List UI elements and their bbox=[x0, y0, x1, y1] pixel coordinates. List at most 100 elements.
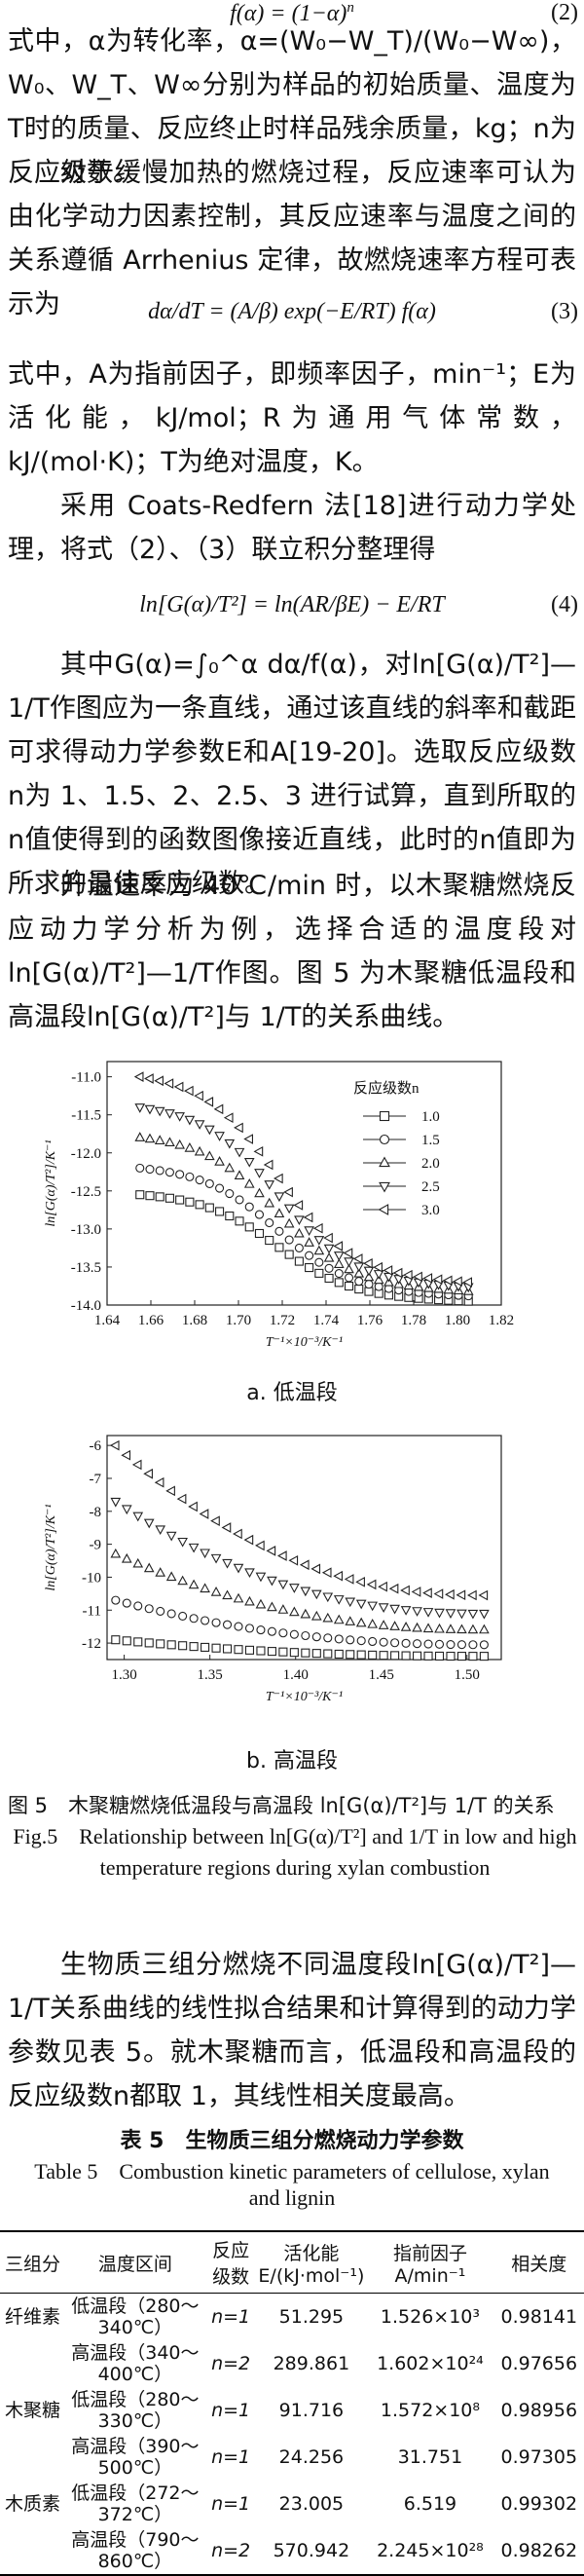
data-point bbox=[479, 1640, 489, 1650]
data-point bbox=[323, 1244, 335, 1254]
data-point bbox=[174, 1139, 185, 1149]
data-point bbox=[175, 1195, 185, 1205]
table-row: 木质素 低温段（272～372℃） n=1 23.005 6.519 0.99302 bbox=[0, 2481, 584, 2527]
legend-label: 2.0 bbox=[421, 1156, 440, 1172]
data-point bbox=[346, 1650, 355, 1660]
data-point bbox=[178, 1611, 188, 1621]
data-point bbox=[411, 1587, 421, 1597]
data-point bbox=[311, 1632, 321, 1642]
data-point bbox=[145, 1191, 155, 1201]
data-point bbox=[201, 1642, 210, 1652]
data-point bbox=[234, 1645, 243, 1655]
data-point bbox=[244, 1624, 255, 1633]
y-tick-label: -13.5 bbox=[71, 1260, 101, 1276]
paragraph-1: 式中，α为转化率，α=(W₀−W_T)/(W₀−W∞)，W₀、W_T、W∞分别为… bbox=[8, 26, 576, 188]
x-tick-label: 1.74 bbox=[313, 1313, 340, 1328]
data-point bbox=[304, 1226, 314, 1236]
header-reaction-order: 反应级数 bbox=[204, 2230, 257, 2294]
x-tick-label: 1.64 bbox=[94, 1313, 121, 1328]
data-point bbox=[204, 1178, 214, 1188]
data-point bbox=[200, 1549, 210, 1559]
cell-activation-energy: 24.256 bbox=[278, 2446, 345, 2468]
data-point bbox=[164, 1193, 174, 1203]
figure-caption-cn: 图 5 木聚糖燃烧低温段与高温段 ln[G(α)/T²]与 1/T 的关系 bbox=[8, 1794, 555, 1817]
x-tick-label: 1.66 bbox=[138, 1313, 164, 1328]
data-point bbox=[154, 1106, 165, 1117]
cell-activation-energy: 51.295 bbox=[278, 2306, 345, 2328]
data-point bbox=[165, 1571, 177, 1582]
paragraph-6: 升温速率为 40℃/min 时，以木聚糖燃烧反应动力学分析为例，选择合适的温度段… bbox=[8, 871, 576, 1032]
data-point bbox=[164, 1109, 175, 1119]
data-point bbox=[434, 1651, 445, 1661]
data-point bbox=[392, 1267, 403, 1279]
data-point bbox=[274, 1226, 284, 1236]
data-point bbox=[402, 1269, 413, 1281]
data-point bbox=[322, 1592, 334, 1603]
data-point bbox=[401, 1638, 411, 1648]
data-point bbox=[154, 1476, 164, 1488]
data-point bbox=[278, 1628, 288, 1638]
cell-reaction-order: n=1 bbox=[211, 2400, 251, 2421]
table-title-en: Table 5 Combustion kinetic parameters of… bbox=[34, 2159, 550, 2210]
data-point bbox=[423, 1639, 433, 1649]
data-point bbox=[256, 1625, 266, 1635]
equation-4-number: (4) bbox=[551, 592, 578, 617]
figure-caption: 图 5 木聚糖燃烧低温段与高温段 ln[G(α)/T²]与 1/T 的关系 Fi… bbox=[8, 1790, 582, 1884]
data-point bbox=[274, 1243, 284, 1252]
cell-temperature-range: 高温段（390～500℃） bbox=[71, 2436, 200, 2479]
data-point bbox=[121, 1505, 132, 1515]
data-point bbox=[378, 1603, 389, 1613]
data-point bbox=[204, 1125, 215, 1136]
data-point bbox=[334, 1634, 344, 1644]
data-point bbox=[323, 1649, 333, 1659]
data-point bbox=[321, 1567, 332, 1579]
data-point bbox=[165, 1485, 175, 1497]
data-point bbox=[345, 1616, 356, 1625]
data-point bbox=[255, 1598, 267, 1609]
cell-component: 纤维素 bbox=[4, 2306, 60, 2328]
data-point bbox=[145, 1164, 155, 1175]
data-point bbox=[135, 1163, 145, 1173]
data-point bbox=[214, 1156, 225, 1166]
data-point bbox=[314, 1257, 324, 1267]
x-axis-label: T⁻¹×10⁻³/K⁻¹ bbox=[266, 1335, 343, 1350]
data-point bbox=[132, 1512, 144, 1522]
data-point bbox=[383, 1265, 393, 1276]
data-point bbox=[345, 1597, 356, 1608]
data-point bbox=[244, 1595, 255, 1606]
data-point bbox=[313, 1236, 325, 1246]
data-point bbox=[273, 1173, 283, 1184]
data-point bbox=[264, 1180, 275, 1190]
data-point bbox=[389, 1604, 400, 1615]
data-point bbox=[155, 1166, 164, 1176]
series-3.0 bbox=[109, 1439, 489, 1601]
cell-temperature-range: 低温段（272～372℃） bbox=[71, 2483, 200, 2525]
data-point bbox=[274, 1208, 285, 1217]
data-point bbox=[479, 1624, 490, 1634]
x-tick-label: 1.82 bbox=[489, 1313, 514, 1328]
data-point bbox=[278, 1647, 288, 1657]
cell-activation-energy: 23.005 bbox=[278, 2493, 345, 2515]
data-point bbox=[453, 1276, 462, 1288]
data-point bbox=[211, 1618, 221, 1627]
data-point bbox=[468, 1640, 478, 1650]
data-point bbox=[400, 1622, 412, 1631]
data-point bbox=[442, 1275, 453, 1287]
table-header-row: 三组分 温度区间 反应级数 活化能 E/(kJ·mol⁻¹) 指前因子 A/mi… bbox=[0, 2230, 584, 2294]
legend-item: 3.0 bbox=[363, 1203, 440, 1218]
data-point bbox=[225, 1211, 235, 1221]
series-2.0 bbox=[110, 1548, 490, 1634]
data-point bbox=[204, 1150, 215, 1161]
data-point bbox=[243, 1134, 254, 1144]
data-point bbox=[244, 1222, 254, 1232]
data-point bbox=[413, 1651, 422, 1661]
data-point bbox=[154, 1135, 165, 1144]
data-point bbox=[215, 1207, 225, 1216]
data-point bbox=[354, 1277, 364, 1287]
legend-label: 1.0 bbox=[421, 1109, 440, 1125]
data-point bbox=[413, 1271, 422, 1283]
data-point bbox=[373, 1270, 384, 1280]
data-point bbox=[413, 1639, 422, 1649]
cell-activation-energy: 91.716 bbox=[278, 2400, 345, 2421]
